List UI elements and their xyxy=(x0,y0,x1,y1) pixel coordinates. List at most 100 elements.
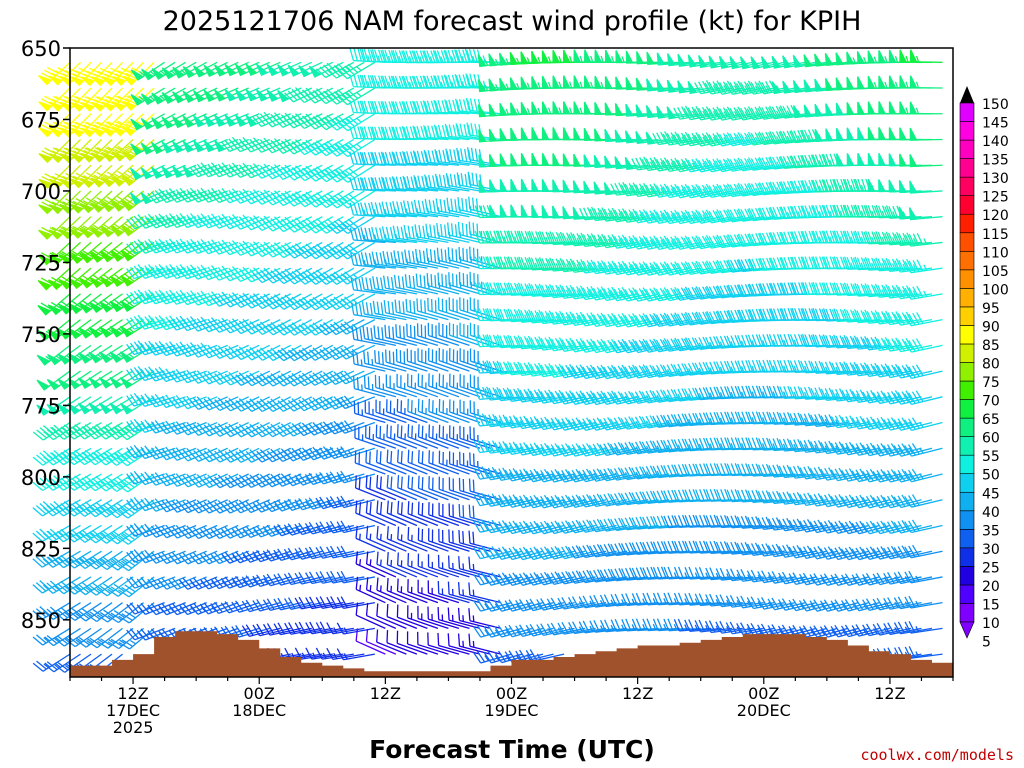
wind-barb xyxy=(91,61,124,87)
wind-barb xyxy=(47,267,81,291)
x-tick-label: 12Z xyxy=(370,684,401,703)
wind-barb xyxy=(161,113,197,129)
wind-barb xyxy=(746,156,785,171)
wind-barb xyxy=(458,530,491,552)
wind-barb xyxy=(407,553,439,578)
wind-barb xyxy=(381,176,417,192)
wind-barb xyxy=(438,399,470,424)
y-tick-label: 800 xyxy=(21,466,61,490)
wind-barb xyxy=(284,319,323,336)
wind-barb xyxy=(172,87,207,104)
wind-barb xyxy=(295,241,334,260)
wind-barb xyxy=(428,476,460,501)
chart-title: 2025121706 NAM forecast wind profile (kt… xyxy=(163,6,862,37)
wind-barb xyxy=(386,630,418,655)
colorbar-arrow-top xyxy=(960,86,974,103)
wind-barb xyxy=(909,49,943,63)
wind-barb xyxy=(213,87,249,102)
colorbar-swatch xyxy=(959,213,975,234)
wind-barb xyxy=(129,190,165,205)
wind-barb xyxy=(326,113,365,131)
wind-barb xyxy=(326,61,365,79)
wind-barb xyxy=(316,164,355,183)
wind-barb xyxy=(360,227,396,244)
wind-barb xyxy=(355,602,386,629)
y-tick-label: 825 xyxy=(21,537,61,561)
wind-barb xyxy=(437,632,470,655)
colorbar-label: 55 xyxy=(982,449,1000,465)
wind-barb xyxy=(909,75,943,89)
colorbar-label: 100 xyxy=(982,282,1009,298)
wind-barb xyxy=(326,164,365,183)
colorbar-label: 95 xyxy=(982,301,1000,317)
wind-barb xyxy=(729,56,764,70)
wind-barb xyxy=(392,225,428,244)
wind-barb xyxy=(736,80,775,95)
wind-barb xyxy=(326,319,365,336)
wind-barb xyxy=(694,234,733,250)
wind-barb xyxy=(589,207,628,222)
wind-barb xyxy=(704,158,743,173)
wind-barb xyxy=(715,183,754,198)
wind-barb xyxy=(448,322,481,346)
wind-barb xyxy=(454,98,491,115)
wind-barb xyxy=(79,241,113,264)
wind-barb xyxy=(468,582,502,604)
x-tick-label: 12Z xyxy=(622,684,653,703)
wind-barb xyxy=(192,113,228,128)
wind-barb xyxy=(305,319,344,336)
wind-barb xyxy=(224,87,260,102)
wind-barb xyxy=(273,344,313,362)
wind-barb xyxy=(100,190,134,213)
wind-barb xyxy=(395,348,428,372)
wind-barb xyxy=(111,139,145,162)
wind-barb xyxy=(386,577,418,604)
wind-barb xyxy=(150,138,186,155)
colorbar-label: 110 xyxy=(982,245,1009,261)
wind-barb xyxy=(370,176,407,192)
wind-barb xyxy=(151,113,186,130)
wind-barb xyxy=(316,293,355,311)
wind-barb xyxy=(141,61,176,81)
wind-barb xyxy=(203,87,239,102)
wind-barb xyxy=(718,55,754,69)
wind-barb xyxy=(130,113,165,131)
wind-barb xyxy=(376,603,407,629)
wind-barb xyxy=(365,628,397,655)
wind-barb xyxy=(904,232,943,247)
wind-barb xyxy=(326,267,365,285)
wind-barb xyxy=(893,520,933,534)
wind-barb xyxy=(736,207,775,222)
wind-barb xyxy=(326,87,365,105)
credit-link[interactable]: coolwx.com/models xyxy=(860,746,1014,764)
wind-barb xyxy=(235,61,270,77)
wind-barb xyxy=(193,87,228,103)
colorbar-swatch xyxy=(959,306,975,326)
wind-barb xyxy=(624,156,659,170)
colorbar-arrow-bottom xyxy=(959,621,975,639)
wind-barb xyxy=(48,241,81,265)
colorbar-swatch xyxy=(959,380,975,400)
wind-barb xyxy=(683,235,722,250)
colorbar-swatch xyxy=(959,417,975,437)
wind-barb xyxy=(58,241,92,265)
wind-barb xyxy=(417,501,449,527)
wind-barb xyxy=(578,233,617,248)
wind-barb xyxy=(394,299,428,321)
wind-barb xyxy=(231,396,271,412)
wind-barb xyxy=(316,267,355,285)
wind-barb xyxy=(402,200,438,218)
colorbar-label: 5 xyxy=(982,635,991,651)
wind-barb xyxy=(412,125,449,141)
x-tick-label: 19DEC xyxy=(485,701,539,720)
wind-barb xyxy=(171,113,207,129)
wind-barb xyxy=(316,190,355,209)
wind-barb xyxy=(214,61,249,77)
wind-barb xyxy=(428,528,460,552)
wind-barb xyxy=(242,396,281,412)
wind-barb xyxy=(468,633,502,655)
colorbar-swatch xyxy=(959,250,975,271)
wind-barb xyxy=(37,267,71,291)
colorbar-label: 130 xyxy=(982,171,1009,187)
wind-barb xyxy=(456,172,491,192)
